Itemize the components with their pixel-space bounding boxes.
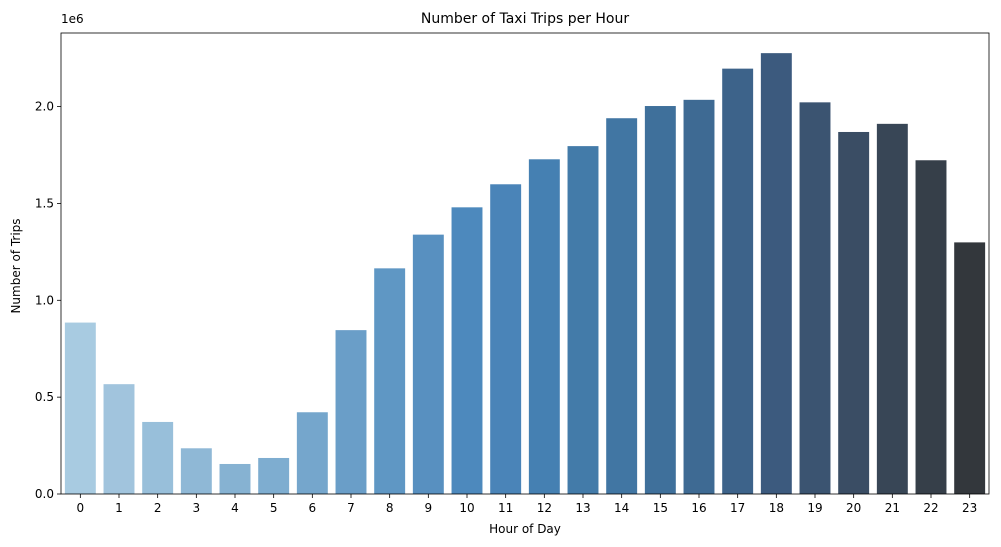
bar-hour-16 [683,99,715,495]
y-tick-label: 2.0 [35,100,54,114]
y-tick-label: 0.0 [35,487,54,501]
x-tick-label: 20 [846,501,861,515]
plot-frame [60,32,990,495]
x-tick-label: 3 [193,501,201,515]
x-tick-label: 0 [77,501,85,515]
x-tick-label: 15 [653,501,668,515]
bar-hour-8 [374,268,406,494]
x-tick-label: 2 [154,501,162,515]
bar-hour-9 [412,234,444,494]
y-tick-label: 0.5 [35,390,54,404]
bar-hour-21 [876,123,908,494]
x-tick-label: 14 [614,501,629,515]
x-tick-label: 7 [347,501,355,515]
bar-hour-11 [490,184,522,495]
bar-hour-22 [915,160,947,494]
bar-hour-7 [335,330,367,494]
y-tick-label: 1.0 [35,293,54,307]
bar-hour-14 [606,118,638,494]
x-tick-label: 18 [769,501,784,515]
bars-group [64,53,986,495]
bar-hour-1 [103,384,135,494]
x-tick-label: 6 [309,501,317,515]
x-tick-label: 10 [459,501,474,515]
x-tick-label: 8 [386,501,394,515]
x-tick-label: 22 [923,501,938,515]
bar-hour-4 [219,463,251,494]
bar-hour-12 [528,159,560,494]
bar-hour-0 [64,322,96,494]
x-tick-label: 1 [115,501,123,515]
bar-hour-18 [760,53,792,495]
x-tick-label: 12 [537,501,552,515]
y-axis-ticks: 0.0 0.5 1.0 1.5 2.0 [35,100,61,501]
x-tick-label: 21 [885,501,900,515]
bar-hour-15 [644,106,676,494]
bar-hour-6 [296,412,328,494]
bar-hour-19 [799,102,831,495]
x-tick-label: 11 [498,501,513,515]
x-tick-label: 19 [807,501,822,515]
bar-hour-3 [180,448,212,494]
bar-hour-10 [451,207,483,494]
x-tick-label: 5 [270,501,278,515]
x-tick-label: 13 [575,501,590,515]
y-tick-label: 1.5 [35,196,54,210]
x-axis-ticks: 0 1 2 3 4 5 6 7 8 9 10 11 12 13 14 15 16 17 18 19 20 21 22 23 [77,494,977,515]
bar-hour-2 [142,421,174,494]
x-tick-label: 17 [730,501,745,515]
bar-hour-20 [838,131,870,494]
x-axis-label: Hour of Day [489,522,561,536]
x-tick-label: 23 [962,501,977,515]
bar-hour-13 [567,146,599,494]
y-scale-note: 1e6 [61,12,84,26]
y-axis-label: Number of Trips [9,218,23,313]
bar-hour-5 [258,457,290,494]
x-tick-label: 16 [691,501,706,515]
bar-hour-17 [722,68,754,495]
chart-title: Number of Taxi Trips per Hour [421,11,630,27]
x-tick-label: 9 [425,501,433,515]
bar-hour-23 [954,242,986,494]
x-tick-label: 4 [231,501,239,515]
